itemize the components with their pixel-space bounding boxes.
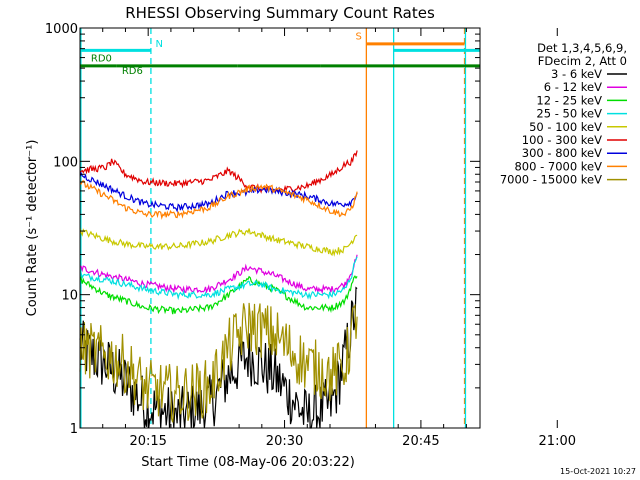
series-line bbox=[79, 150, 358, 194]
legend: Det 1,3,4,5,6,9,FDecim 2, Att 03 - 6 keV… bbox=[500, 41, 627, 187]
chart-title: RHESSI Observing Summary Count Rates bbox=[125, 4, 435, 22]
legend-label: 25 - 50 keV bbox=[536, 107, 602, 121]
y-tick-label: 10 bbox=[61, 289, 78, 304]
footer-timestamp: 15-Oct-2021 10:27 bbox=[560, 467, 636, 476]
event-lines bbox=[80, 28, 467, 428]
x-tick-label: 21:00 bbox=[539, 434, 576, 449]
series-line bbox=[79, 275, 358, 315]
x-tick-label: 20:45 bbox=[402, 434, 439, 449]
legend-label: 800 - 7000 keV bbox=[514, 159, 602, 173]
legend-label: 50 - 100 keV bbox=[529, 120, 602, 134]
series-line bbox=[79, 180, 358, 220]
flag-annotation: S bbox=[355, 31, 361, 42]
series-layer bbox=[79, 150, 358, 429]
y-tick-label: 1000 bbox=[45, 22, 78, 37]
x-tick-label: 20:30 bbox=[266, 434, 303, 449]
plot-frame bbox=[79, 27, 481, 429]
x-axis-label: Start Time (08-May-06 20:03:22) bbox=[141, 455, 355, 470]
y-tick-label: 100 bbox=[53, 155, 78, 170]
legend-label: 300 - 800 keV bbox=[522, 146, 602, 160]
plot-area: N RD0 RD6 S bbox=[79, 27, 481, 429]
legend-label: 7000 - 15000 keV bbox=[500, 173, 602, 187]
legend-label: 3 - 6 keV bbox=[551, 67, 602, 81]
y-axis-label: Count Rate (s⁻¹ detector⁻¹) bbox=[25, 140, 40, 317]
flag-layer: N RD0 RD6 S bbox=[80, 31, 480, 77]
series-line bbox=[79, 228, 358, 257]
flag-annotation: RD0 bbox=[91, 54, 112, 65]
y-axis: 1 10 100 1000 bbox=[45, 22, 480, 437]
series-line bbox=[79, 302, 358, 423]
legend-label: 100 - 300 keV bbox=[522, 133, 602, 147]
series-line bbox=[79, 254, 358, 295]
legend-label: 6 - 12 keV bbox=[544, 80, 602, 94]
legend-header: Det 1,3,4,5,6,9, bbox=[537, 41, 627, 55]
flag-annotation: N bbox=[155, 39, 162, 50]
y-tick-label: 1 bbox=[70, 422, 78, 437]
series-line bbox=[79, 256, 358, 301]
legend-label: 12 - 25 keV bbox=[536, 93, 602, 107]
legend-header: FDecim 2, Att 0 bbox=[538, 54, 627, 68]
flag-annotation: RD6 bbox=[122, 66, 143, 77]
x-tick-label: 20:15 bbox=[129, 434, 166, 449]
